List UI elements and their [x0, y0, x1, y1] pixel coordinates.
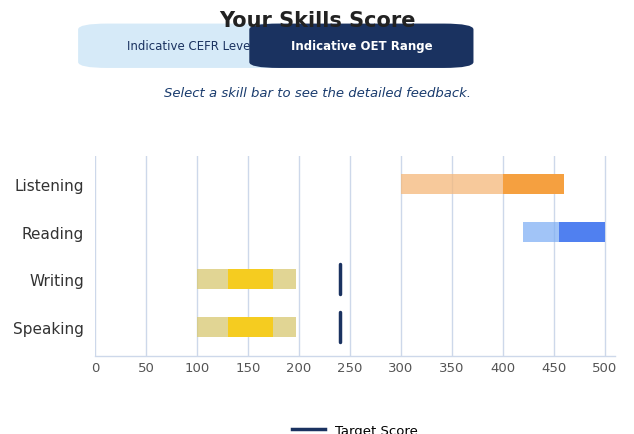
Bar — [228, 270, 273, 290]
Bar — [228, 317, 273, 337]
FancyBboxPatch shape — [78, 25, 302, 69]
Legend: Target Score: Target Score — [287, 418, 424, 434]
FancyBboxPatch shape — [249, 25, 474, 69]
Bar — [523, 222, 559, 242]
Text: Indicative OET Range: Indicative OET Range — [290, 40, 432, 53]
Text: Your Skills Score: Your Skills Score — [219, 11, 415, 31]
Bar — [273, 317, 296, 337]
Bar — [401, 175, 503, 195]
Bar — [559, 222, 605, 242]
Text: Select a skill bar to see the detailed feedback.: Select a skill bar to see the detailed f… — [164, 87, 470, 100]
Bar — [503, 175, 564, 195]
Bar — [273, 270, 296, 290]
Bar — [197, 270, 228, 290]
Text: Indicative CEFR Level: Indicative CEFR Level — [127, 40, 254, 53]
Bar — [197, 317, 228, 337]
